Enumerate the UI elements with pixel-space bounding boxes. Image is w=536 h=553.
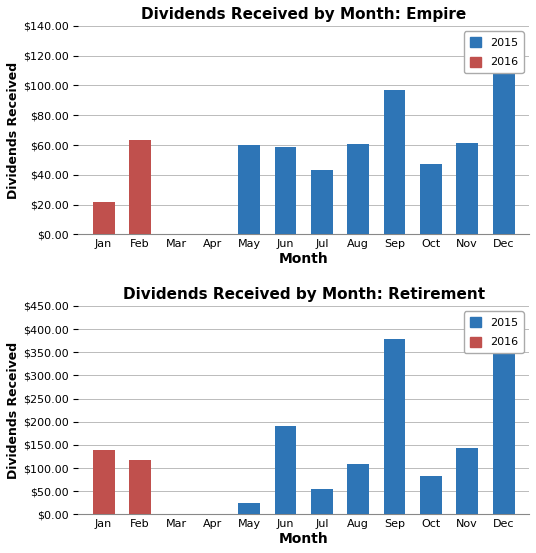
Bar bbox=[420, 164, 442, 234]
Bar bbox=[456, 143, 478, 234]
Bar bbox=[420, 476, 442, 514]
Title: Dividends Received by Month: Empire: Dividends Received by Month: Empire bbox=[141, 7, 466, 22]
Bar bbox=[238, 503, 260, 514]
Bar bbox=[493, 48, 515, 234]
Bar bbox=[311, 170, 333, 234]
Bar bbox=[311, 489, 333, 514]
Title: Dividends Received by Month: Retirement: Dividends Received by Month: Retirement bbox=[123, 287, 485, 302]
Legend: 2015, 2016: 2015, 2016 bbox=[464, 311, 524, 353]
X-axis label: Month: Month bbox=[279, 252, 329, 266]
Bar bbox=[93, 202, 115, 234]
Bar bbox=[238, 145, 260, 234]
Bar bbox=[129, 460, 151, 514]
Y-axis label: Dividends Received: Dividends Received bbox=[7, 342, 20, 479]
Bar bbox=[493, 337, 515, 514]
Bar bbox=[347, 465, 369, 514]
Bar bbox=[384, 90, 405, 234]
Bar bbox=[456, 448, 478, 514]
X-axis label: Month: Month bbox=[279, 532, 329, 546]
Y-axis label: Dividends Received: Dividends Received bbox=[7, 61, 20, 199]
Legend: 2015, 2016: 2015, 2016 bbox=[464, 32, 524, 73]
Bar bbox=[384, 339, 405, 514]
Bar bbox=[93, 451, 115, 514]
Bar bbox=[129, 140, 151, 234]
Bar bbox=[347, 144, 369, 234]
Bar bbox=[274, 426, 296, 514]
Bar bbox=[274, 147, 296, 234]
